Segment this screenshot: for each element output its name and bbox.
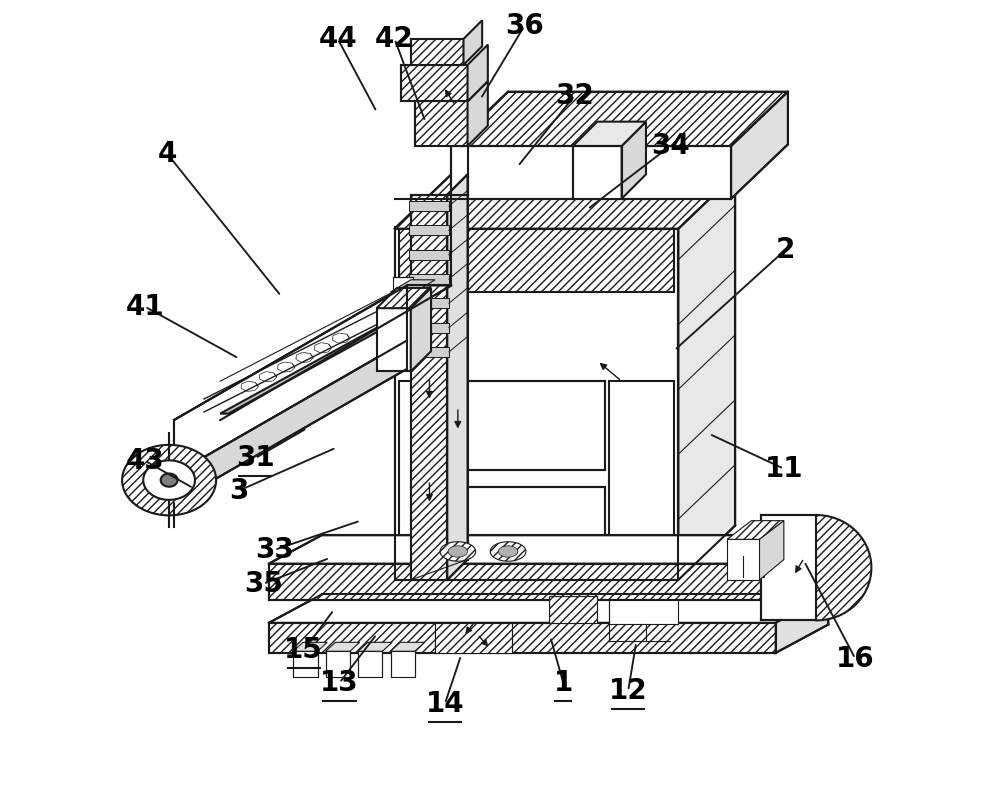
- Polygon shape: [464, 20, 482, 65]
- Text: 16: 16: [836, 645, 875, 672]
- Polygon shape: [393, 277, 413, 333]
- Polygon shape: [761, 515, 816, 620]
- Text: 13: 13: [320, 669, 359, 697]
- Polygon shape: [409, 347, 449, 357]
- Text: 32: 32: [555, 82, 594, 109]
- Polygon shape: [293, 642, 327, 651]
- Text: 36: 36: [505, 12, 544, 40]
- Polygon shape: [415, 101, 468, 146]
- Polygon shape: [498, 546, 518, 557]
- Polygon shape: [448, 546, 468, 557]
- Polygon shape: [409, 274, 449, 284]
- Polygon shape: [447, 381, 605, 470]
- Polygon shape: [573, 122, 646, 146]
- Polygon shape: [269, 535, 828, 564]
- Polygon shape: [220, 318, 403, 414]
- Polygon shape: [377, 308, 411, 371]
- Polygon shape: [776, 535, 828, 600]
- Polygon shape: [293, 651, 318, 677]
- Polygon shape: [468, 45, 488, 101]
- Text: 43: 43: [125, 447, 164, 474]
- Text: 42: 42: [375, 25, 414, 53]
- Polygon shape: [411, 288, 431, 371]
- Polygon shape: [326, 642, 360, 651]
- Polygon shape: [326, 651, 350, 677]
- Polygon shape: [174, 285, 407, 474]
- Polygon shape: [358, 651, 382, 677]
- Text: 3: 3: [229, 477, 249, 504]
- Polygon shape: [727, 539, 760, 580]
- Polygon shape: [174, 341, 407, 503]
- Polygon shape: [409, 323, 449, 333]
- Polygon shape: [435, 623, 512, 653]
- Polygon shape: [399, 381, 443, 576]
- Polygon shape: [409, 250, 449, 260]
- Polygon shape: [269, 623, 776, 653]
- Text: 41: 41: [125, 293, 164, 320]
- Polygon shape: [158, 466, 182, 492]
- Polygon shape: [743, 556, 764, 577]
- Polygon shape: [174, 285, 451, 420]
- Polygon shape: [409, 201, 449, 211]
- Polygon shape: [760, 521, 784, 580]
- Polygon shape: [761, 515, 871, 620]
- Polygon shape: [377, 288, 431, 308]
- Polygon shape: [269, 564, 776, 600]
- Polygon shape: [409, 225, 449, 235]
- Polygon shape: [161, 474, 178, 487]
- Polygon shape: [447, 174, 468, 580]
- Polygon shape: [143, 461, 195, 500]
- Polygon shape: [411, 39, 464, 65]
- Text: 33: 33: [255, 536, 294, 564]
- Polygon shape: [609, 600, 678, 624]
- Polygon shape: [468, 81, 488, 146]
- Polygon shape: [451, 92, 788, 146]
- Polygon shape: [399, 229, 674, 292]
- Polygon shape: [391, 651, 415, 677]
- Text: 11: 11: [765, 455, 803, 483]
- Text: 34: 34: [651, 132, 690, 160]
- Polygon shape: [609, 381, 674, 576]
- Polygon shape: [776, 594, 828, 653]
- Polygon shape: [391, 642, 425, 651]
- Polygon shape: [409, 298, 449, 308]
- Polygon shape: [451, 146, 731, 199]
- Polygon shape: [395, 174, 735, 229]
- Polygon shape: [269, 594, 828, 623]
- Polygon shape: [122, 445, 216, 515]
- Polygon shape: [391, 280, 435, 292]
- Polygon shape: [440, 542, 476, 561]
- Text: 4: 4: [158, 140, 177, 168]
- Text: 2: 2: [776, 236, 795, 264]
- Polygon shape: [401, 65, 468, 101]
- Polygon shape: [447, 487, 605, 568]
- Polygon shape: [358, 642, 392, 651]
- Text: 12: 12: [609, 677, 647, 705]
- Polygon shape: [573, 146, 622, 199]
- Text: 31: 31: [236, 444, 274, 472]
- Polygon shape: [622, 122, 646, 199]
- Polygon shape: [411, 195, 447, 580]
- Polygon shape: [727, 521, 784, 539]
- Text: 35: 35: [244, 570, 283, 598]
- Polygon shape: [490, 542, 526, 561]
- Polygon shape: [678, 174, 735, 580]
- Text: 15: 15: [284, 637, 323, 664]
- Polygon shape: [395, 227, 678, 580]
- Text: 44: 44: [318, 25, 357, 53]
- Text: 14: 14: [426, 690, 464, 718]
- Polygon shape: [549, 596, 597, 623]
- Polygon shape: [731, 92, 788, 199]
- Text: 1: 1: [554, 669, 573, 697]
